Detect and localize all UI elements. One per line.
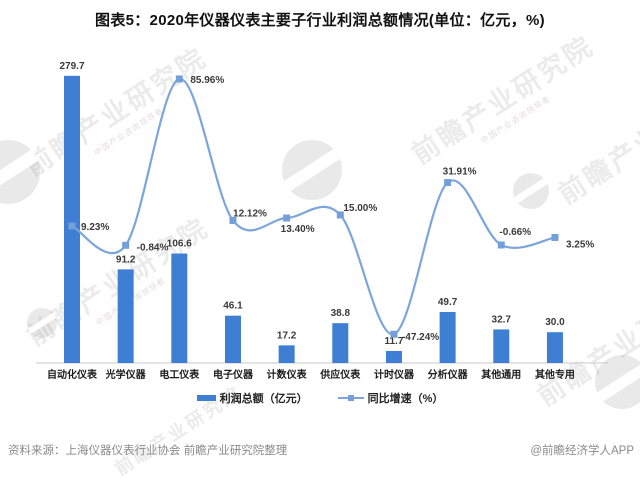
legend-label-profit: 利润总额（亿元） [219, 393, 308, 405]
growth-value-label: -47.24% [402, 332, 439, 343]
chart-svg: 279.7 自动化仪表 91.2 光学仪器 106.6 电工仪表 46.1 电子仪器 17.2 计… [36, 61, 608, 381]
growth-value-label: 3.25% [566, 239, 594, 250]
x-axis-label: 其他专用 [535, 368, 575, 381]
bar-value-label: 279.7 [59, 61, 84, 72]
x-axis-label: 计数仪表 [267, 368, 308, 381]
bar-计数仪表 [278, 345, 295, 363]
x-axis-label: 供应仪表 [319, 368, 361, 381]
line-marker [551, 233, 559, 241]
x-axis-label: 其他通用 [481, 368, 521, 381]
bar-value-label: 106.6 [167, 239, 192, 250]
legend-item-growth: 同比增速（%） [337, 390, 444, 406]
bar-value-label: 46.1 [223, 301, 243, 312]
growth-value-label: 85.96% [190, 75, 224, 86]
line-marker [122, 241, 130, 249]
growth-value-label: 9.23% [81, 222, 109, 233]
bar-series-swatch-icon [196, 395, 216, 401]
chart-title: 图表5：2020年仪器仪表主要子行业利润总额情况(单位：亿元，%) [95, 12, 545, 29]
bar-其他专用 [546, 332, 563, 363]
bar-供应仪表 [332, 323, 349, 363]
line-marker [444, 179, 452, 187]
legend-label-growth: 同比增速（%） [367, 393, 444, 405]
footer: 资料来源：上海仪器仪表行业协会 前瞻产业研究院整理 @前瞻经济学人APP [8, 442, 634, 458]
line-marker [68, 222, 76, 230]
bar-电子仪器 [224, 315, 241, 363]
bar-value-label: 49.7 [438, 297, 458, 308]
line-marker [175, 75, 183, 83]
bar-value-label: 32.7 [492, 314, 512, 325]
x-axis-label: 光学仪器 [105, 368, 147, 381]
bar-value-label: 30.0 [545, 317, 565, 328]
chart-figure: 前瞻产业研究院 中国产业咨询领导者 前瞻产业研究院 中国产业咨询领导者 前瞻产业… [0, 12, 640, 480]
line-series-swatch-icon [337, 394, 364, 402]
bar-电工仪表 [171, 253, 188, 363]
source-note: 资料来源：上海仪器仪表行业协会 前瞻产业研究院整理 [8, 445, 288, 457]
line-marker [229, 216, 237, 224]
growth-line [71, 77, 556, 336]
growth-value-label: 31.91% [443, 167, 477, 178]
bar-value-label: 11.7 [384, 336, 403, 347]
growth-value-label: -0.66% [499, 227, 531, 238]
line-marker [283, 214, 291, 222]
bar-value-label: 38.8 [331, 308, 351, 319]
x-axis-label: 自动化仪表 [47, 368, 98, 381]
bar-自动化仪表 [64, 75, 80, 363]
bar-其他通用 [493, 329, 510, 363]
growth-value-label: 15.00% [343, 203, 377, 214]
line-marker [336, 211, 344, 219]
growth-value-label: -0.84% [137, 242, 169, 253]
x-axis-label: 电子仪器 [213, 368, 254, 381]
growth-value-label: 12.12% [233, 208, 267, 219]
line-marker [390, 330, 398, 338]
bar-光学仪器 [117, 269, 134, 363]
credit-note: @前瞻经济学人APP [530, 445, 634, 457]
legend: 利润总额（亿元） 同比增速（%） [0, 390, 640, 406]
bar-value-label: 91.2 [116, 254, 136, 265]
x-axis-label: 分析仪器 [428, 368, 469, 381]
x-axis-label: 计时仪器 [374, 368, 415, 381]
growth-value-label: 13.40% [281, 224, 315, 235]
bar-value-label: 17.2 [277, 330, 297, 341]
x-axis-label: 电工仪表 [159, 368, 200, 381]
bar-计时仪器 [385, 350, 402, 363]
bar-分析仪器 [439, 311, 456, 363]
legend-item-profit: 利润总额（亿元） [196, 390, 308, 406]
line-marker [497, 241, 505, 249]
